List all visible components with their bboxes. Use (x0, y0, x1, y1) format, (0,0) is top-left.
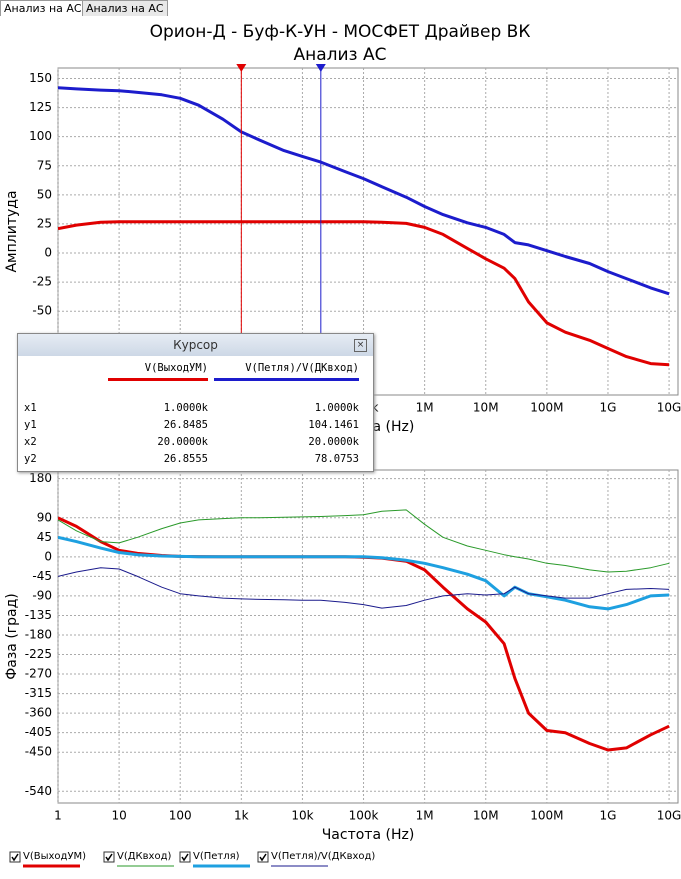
y-tick-label: -180 (25, 627, 52, 641)
x-tick-label: 1G (599, 809, 616, 823)
y-tick-label: -225 (25, 647, 52, 661)
cursor-value: 26.8485 (163, 419, 208, 431)
legend-check (259, 853, 267, 862)
x-tick-label: 1M (416, 809, 434, 823)
cursor-row-label: y1 (24, 419, 37, 431)
series-line (58, 535, 670, 611)
cursor-column-header: V(Петля)/V(ДКвход) (245, 362, 359, 374)
x-tick-label: 10M (473, 809, 499, 823)
y-tick-label: -315 (25, 686, 52, 700)
cursor-row-label: x1 (24, 402, 37, 414)
y-tick-label: 45 (37, 530, 52, 544)
cursor-value: 1.0000k (314, 402, 359, 414)
y-tick-label: -25 (32, 275, 52, 289)
series-line (58, 509, 670, 573)
y-tick-label: 25 (37, 216, 52, 230)
y-tick-label: -540 (25, 784, 52, 798)
series-group (58, 509, 670, 752)
x-tick-label: 10G (657, 401, 681, 415)
series-line (58, 220, 670, 367)
tab[interactable]: Анализ на АС (0, 0, 86, 16)
y-tick-label: -270 (25, 667, 52, 681)
y-tick-label: -90 (32, 588, 52, 602)
y-tick-label: 150 (29, 71, 52, 85)
y-tick-label: -360 (25, 706, 52, 720)
legend-label: V(Петля)/V(ДКвход) (271, 851, 375, 862)
chart-title: Орион-Д - Буф-К-УН - МОСФЕТ Драйвер ВК (150, 22, 531, 42)
cursor-value: 26.8555 (163, 453, 208, 465)
x-axis-label: Частота (Hz) (322, 827, 415, 843)
legend-check (105, 853, 113, 862)
cursor-column-swatch (108, 378, 208, 381)
cursor-row-label: x2 (24, 436, 37, 448)
cursor-marker (315, 64, 326, 72)
series-line (58, 86, 670, 296)
x-tick-label: 10G (657, 809, 681, 823)
y-tick-label: -135 (25, 608, 52, 622)
y-axis-label: Фаза (град) (4, 593, 20, 680)
cursor-value: 104.1461 (308, 419, 359, 431)
legend-label: V(ДКвход) (117, 851, 171, 862)
y-tick-label: 125 (29, 100, 52, 114)
x-tick-label: 10M (473, 401, 499, 415)
cursor-column-header: V(ВыходУМ) (144, 362, 208, 374)
cursor-value: 20.0000k (157, 436, 208, 448)
y-tick-label: 90 (37, 510, 52, 524)
y-tick-label: -45 (32, 569, 52, 583)
cursor-marker (236, 64, 247, 72)
y-tick-label: 100 (29, 129, 52, 143)
x-tick-label: 10 (111, 809, 126, 823)
y-tick-label: 75 (37, 158, 52, 172)
y-tick-label: 180 (29, 471, 52, 485)
y-tick-label: -405 (25, 725, 52, 739)
cursor-title-text: Курсор (173, 338, 218, 352)
x-tick-label: 1G (599, 401, 616, 415)
y-tick-label: -50 (32, 304, 52, 318)
x-tick-label: 1 (54, 809, 62, 823)
legend-checkbox[interactable] (257, 851, 269, 863)
x-tick-label: 100 (169, 809, 192, 823)
cursor-row-label: y2 (24, 453, 37, 465)
chart-subtitle: Анализ АС (293, 45, 386, 65)
cursor-value: 78.0753 (314, 453, 359, 465)
close-button[interactable]: × (354, 339, 367, 352)
x-tick-label: 100M (530, 401, 563, 415)
y-axis-label: Амплитуда (4, 190, 20, 272)
cursor-window[interactable]: Курсор × V(ВыходУМ) V(Петля)/V(ДКвход) x1 1.… (17, 333, 374, 472)
legend-label: V(ВыходУМ) (23, 851, 86, 862)
series-group (58, 86, 670, 367)
x-tick-label: 10k (291, 809, 313, 823)
x-tick-label: 1k (234, 809, 249, 823)
y-tick-label: 50 (37, 187, 52, 201)
legend-check (11, 853, 19, 862)
series-line (58, 567, 670, 609)
y-tick-label: 0 (44, 246, 52, 260)
x-tick-label: 100M (530, 809, 563, 823)
cursor-value: 20.0000k (308, 436, 359, 448)
legend-checkbox[interactable] (179, 851, 191, 863)
x-tick-label: 1M (416, 401, 434, 415)
legend-label: V(Петля) (193, 851, 240, 862)
legend-check (181, 853, 189, 862)
cursor-title[interactable]: Курсор × (18, 334, 373, 356)
legend-checkbox[interactable] (9, 851, 21, 863)
cursor-column-swatch (214, 378, 359, 381)
cursor-value: 1.0000k (163, 402, 208, 414)
tab[interactable]: Анализ на АС (82, 0, 168, 16)
legend-checkbox[interactable] (103, 851, 115, 863)
plot-area (57, 469, 679, 804)
y-tick-label: 0 (44, 549, 52, 563)
x-tick-label: 100k (349, 809, 379, 823)
y-tick-label: -450 (25, 745, 52, 759)
